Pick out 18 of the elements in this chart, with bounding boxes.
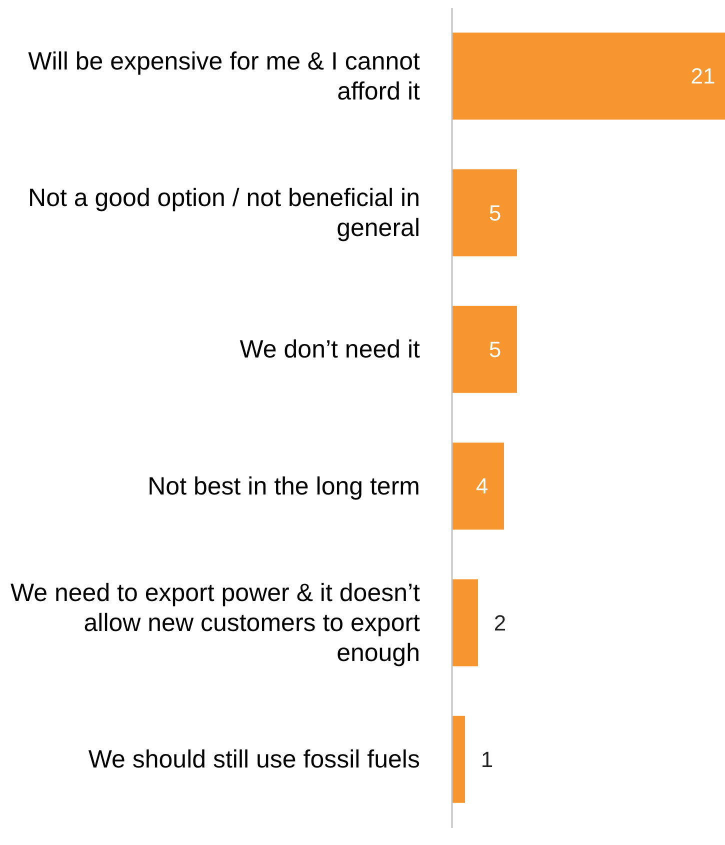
data-label: 1	[480, 746, 494, 772]
data-label: 5	[488, 336, 502, 362]
y-tick-label: We should still use fossil fuels	[88, 746, 420, 774]
y-tick-label: Will be expensive for me & I cannot afford it	[28, 47, 420, 106]
y-tick-label: We don’t need it	[240, 336, 420, 364]
bar	[452, 579, 478, 666]
data-label: 5	[488, 200, 502, 226]
data-label: 2	[494, 610, 506, 636]
y-tick-label: Not a good option / not beneficial in general	[28, 184, 420, 242]
data-label: 4	[476, 474, 488, 499]
bar	[452, 442, 504, 530]
data-label: 21	[690, 64, 716, 89]
bar	[452, 716, 465, 803]
bar	[452, 32, 725, 120]
bar	[452, 306, 517, 393]
bar	[452, 169, 517, 256]
y-tick-label: We need to export power & it doesn’t allow new customers to export enough	[10, 579, 420, 667]
y-tick-label: Not best in the long term	[148, 472, 420, 500]
